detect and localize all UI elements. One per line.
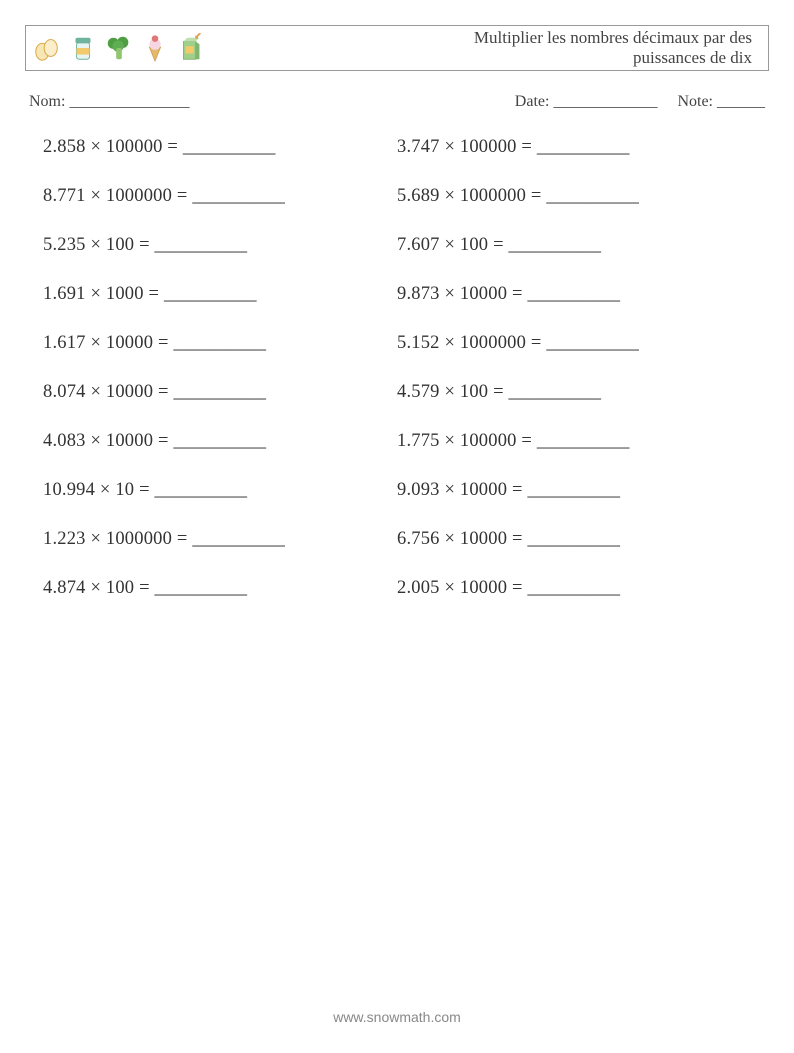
eggs-icon	[32, 33, 62, 63]
problem-row: 1.617 × 10000 = __________5.152 × 100000…	[43, 333, 751, 354]
nom-label: Nom: _______________	[29, 93, 189, 111]
problem-row: 8.771 × 1000000 = __________5.689 × 1000…	[43, 186, 751, 207]
broccoli-icon	[104, 33, 134, 63]
date-label: Date: _____________	[515, 93, 658, 111]
worksheet-page: Multiplier les nombres décimaux par des …	[0, 0, 794, 1053]
problem-left: 1.691 × 1000 = __________	[43, 284, 397, 305]
note-label: Note: ______	[677, 93, 765, 111]
problem-right: 7.607 × 100 = __________	[397, 235, 751, 256]
meta-right: Date: _____________ Note: ______	[515, 93, 765, 111]
problem-left: 10.994 × 10 = __________	[43, 480, 397, 501]
problem-left: 4.083 × 10000 = __________	[43, 431, 397, 452]
problem-right: 4.579 × 100 = __________	[397, 382, 751, 403]
header-icons	[32, 33, 206, 63]
problem-right: 5.152 × 1000000 = __________	[397, 333, 751, 354]
problem-row: 10.994 × 10 = __________9.093 × 10000 = …	[43, 480, 751, 501]
problem-left: 8.771 × 1000000 = __________	[43, 186, 397, 207]
problem-left: 1.223 × 1000000 = __________	[43, 529, 397, 550]
problem-left: 4.874 × 100 = __________	[43, 578, 397, 599]
ice-cream-icon	[140, 33, 170, 63]
problem-left: 2.858 × 100000 = __________	[43, 137, 397, 158]
title-line1: Multiplier les nombres décimaux par des	[474, 28, 752, 47]
problem-row: 4.874 × 100 = __________2.005 × 10000 = …	[43, 578, 751, 599]
problem-row: 4.083 × 10000 = __________1.775 × 100000…	[43, 431, 751, 452]
problem-right: 6.756 × 10000 = __________	[397, 529, 751, 550]
jar-icon	[68, 33, 98, 63]
problem-right: 2.005 × 10000 = __________	[397, 578, 751, 599]
problem-left: 1.617 × 10000 = __________	[43, 333, 397, 354]
problem-right: 3.747 × 100000 = __________	[397, 137, 751, 158]
worksheet-title: Multiplier les nombres décimaux par des …	[206, 28, 762, 67]
problem-right: 9.093 × 10000 = __________	[397, 480, 751, 501]
meta-row: Nom: _______________ Date: _____________…	[25, 93, 769, 111]
problem-row: 1.223 × 1000000 = __________6.756 × 1000…	[43, 529, 751, 550]
problem-row: 2.858 × 100000 = __________3.747 × 10000…	[43, 137, 751, 158]
problems-grid: 2.858 × 100000 = __________3.747 × 10000…	[25, 137, 769, 599]
problem-row: 5.235 × 100 = __________7.607 × 100 = __…	[43, 235, 751, 256]
footer-url: www.snowmath.com	[0, 1009, 794, 1025]
problem-row: 1.691 × 1000 = __________9.873 × 10000 =…	[43, 284, 751, 305]
problem-left: 5.235 × 100 = __________	[43, 235, 397, 256]
problem-right: 5.689 × 1000000 = __________	[397, 186, 751, 207]
title-line2: puissances de dix	[633, 48, 752, 67]
juice-box-icon	[176, 33, 206, 63]
problem-right: 9.873 × 10000 = __________	[397, 284, 751, 305]
header-box: Multiplier les nombres décimaux par des …	[25, 25, 769, 71]
problem-right: 1.775 × 100000 = __________	[397, 431, 751, 452]
problem-left: 8.074 × 10000 = __________	[43, 382, 397, 403]
problem-row: 8.074 × 10000 = __________4.579 × 100 = …	[43, 382, 751, 403]
